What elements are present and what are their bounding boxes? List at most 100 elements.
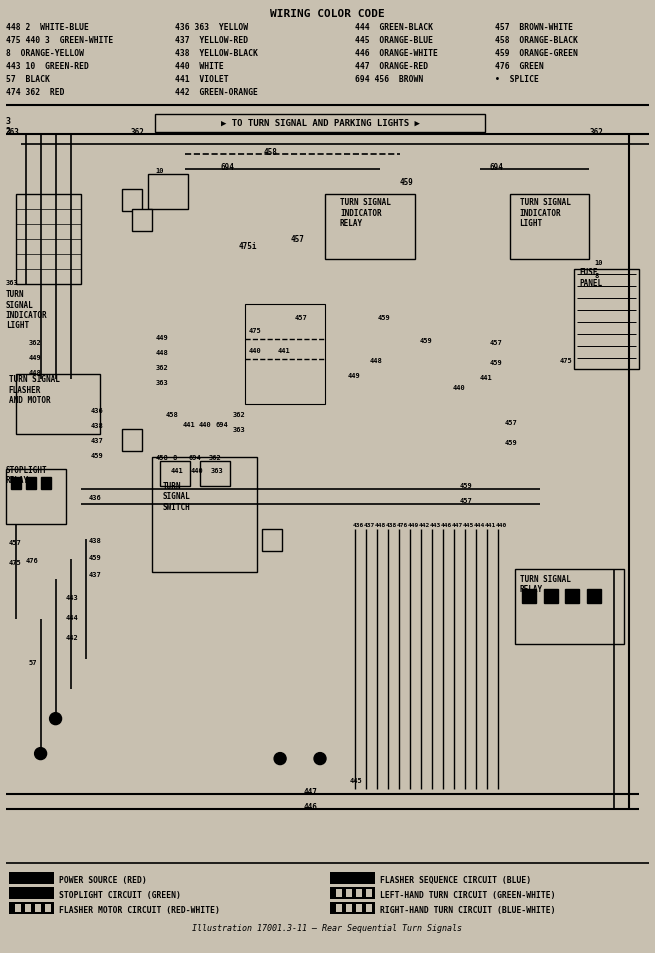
Text: POWER SOURCE (RED): POWER SOURCE (RED) [58,875,146,884]
Text: ▶ TO TURN SIGNAL AND PARKING LIGHTS ▶: ▶ TO TURN SIGNAL AND PARKING LIGHTS ▶ [221,119,419,128]
Bar [16,375,100,435]
Text: 362: 362 [590,128,603,136]
Text: 446: 446 [441,522,452,527]
Bar [9,887,54,900]
Text: STOPLIGHT
RELAY: STOPLIGHT RELAY [6,465,47,485]
Text: 2: 2 [6,127,10,135]
Bar [245,305,325,405]
Bar [515,569,624,644]
Text: 436: 436 [88,495,102,500]
Text: 441: 441 [278,348,291,354]
Bar [356,904,362,912]
Circle shape [274,753,286,764]
Bar [153,457,257,572]
Text: 448: 448 [375,522,386,527]
Text: 443 10  GREEN-RED: 443 10 GREEN-RED [6,62,88,71]
Text: 458: 458 [263,149,277,157]
Bar [149,175,188,211]
Text: 444: 444 [474,522,485,527]
Text: 363: 363 [210,468,223,474]
Bar [35,904,41,912]
Text: 441: 441 [485,522,496,527]
Bar [9,873,54,884]
Text: 8: 8 [595,273,599,279]
Text: 437: 437 [90,437,103,443]
Text: 446: 446 [303,801,317,811]
Text: 440: 440 [191,468,203,474]
Text: 457: 457 [490,340,502,346]
Text: 448: 448 [370,357,383,364]
Text: WIRING COLOR CODE: WIRING COLOR CODE [270,9,384,19]
Text: 448: 448 [155,350,168,355]
Bar [510,195,590,260]
Bar [588,589,601,603]
Bar [521,589,536,603]
Text: 363: 363 [6,280,18,286]
Bar [346,904,352,912]
Bar [325,195,415,260]
Text: 459: 459 [504,439,517,446]
Text: 459: 459 [88,555,102,560]
Text: 447  ORANGE-RED: 447 ORANGE-RED [355,62,428,71]
Bar [14,904,21,912]
Text: 3: 3 [6,116,10,126]
Text: 438: 438 [88,537,102,543]
Bar [356,889,362,898]
Text: 476  GREEN: 476 GREEN [495,62,544,71]
Text: 441  VIOLET: 441 VIOLET [176,74,229,84]
Text: TURN
SIGNAL
INDICATOR
LIGHT: TURN SIGNAL INDICATOR LIGHT [6,290,47,330]
Text: 457: 457 [295,314,308,321]
Text: 441: 441 [170,468,183,474]
Text: 459: 459 [460,482,472,489]
Text: 448: 448 [29,370,41,375]
Text: 449: 449 [348,373,361,378]
Bar [330,902,375,914]
Text: FUSE
PANEL: FUSE PANEL [580,268,603,288]
Bar [10,477,21,490]
Text: 459: 459 [90,453,103,458]
Bar [45,904,50,912]
Text: 436 363  YELLOW: 436 363 YELLOW [176,23,248,31]
Text: 436: 436 [353,522,364,527]
Text: 459: 459 [490,360,502,366]
Bar [336,904,342,912]
Text: 475: 475 [248,328,261,334]
Text: 449: 449 [408,522,419,527]
Text: 363: 363 [155,379,168,386]
Text: STOPLIGHT CIRCUIT (GREEN): STOPLIGHT CIRCUIT (GREEN) [58,890,180,899]
Bar [565,589,580,603]
Text: 458  ORANGE-BLACK: 458 ORANGE-BLACK [495,35,578,45]
Text: 363: 363 [6,128,20,136]
Text: 459  ORANGE-GREEN: 459 ORANGE-GREEN [495,49,578,57]
Text: 440: 440 [453,385,466,391]
Text: 459: 459 [378,314,390,321]
Text: 474 362  RED: 474 362 RED [6,88,64,96]
Text: Illustration 17001.3-11 — Rear Sequential Turn Signals: Illustration 17001.3-11 — Rear Sequentia… [192,923,462,932]
Text: 438  YELLOW-BLACK: 438 YELLOW-BLACK [176,49,258,57]
Bar [200,461,230,486]
Text: 362: 362 [155,365,168,371]
Text: 448 2  WHITE-BLUE: 448 2 WHITE-BLUE [6,23,88,31]
Bar [122,430,142,452]
Bar [346,889,352,898]
Text: 457  BROWN-WHITE: 457 BROWN-WHITE [495,23,572,31]
Text: 10: 10 [595,260,603,266]
Bar [16,195,81,285]
Text: 694 456  BROWN: 694 456 BROWN [355,74,423,84]
Text: 8: 8 [172,455,177,460]
Text: TURN SIGNAL
RELAY: TURN SIGNAL RELAY [519,575,571,594]
Text: LEFT-HAND TURN CIRCUIT (GREEN-WHITE): LEFT-HAND TURN CIRCUIT (GREEN-WHITE) [380,890,555,899]
Text: 457: 457 [9,539,22,545]
Bar [41,477,50,490]
Text: TURN
SIGNAL
SWITCH: TURN SIGNAL SWITCH [162,481,190,511]
Text: 442  GREEN-ORANGE: 442 GREEN-ORANGE [176,88,258,96]
Bar [160,461,191,486]
Text: 363: 363 [233,427,245,433]
Text: 458: 458 [155,455,168,460]
Text: 438: 438 [386,522,397,527]
Text: 447: 447 [452,522,463,527]
Bar [366,904,372,912]
Text: TURN SIGNAL
INDICATOR
RELAY: TURN SIGNAL INDICATOR RELAY [340,198,391,228]
Text: TURN SIGNAL
FLASHER
AND MOTOR: TURN SIGNAL FLASHER AND MOTOR [9,375,60,404]
Text: 437  YELLOW-RED: 437 YELLOW-RED [176,35,248,45]
